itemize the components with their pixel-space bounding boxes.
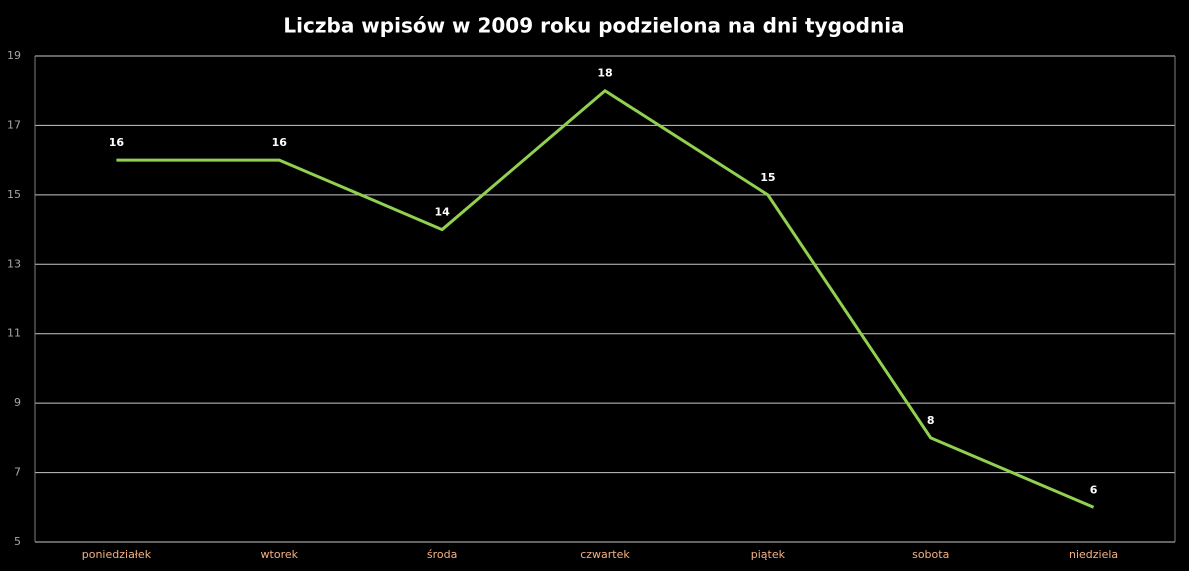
- y-tick-label: 7: [14, 466, 21, 479]
- chart-title: Liczba wpisów w 2009 roku podzielona na …: [283, 14, 904, 38]
- data-line: [116, 89, 1095, 509]
- x-tick-label: piątek: [751, 548, 786, 561]
- y-tick-label: 11: [7, 327, 21, 340]
- y-tick-label: 17: [7, 118, 21, 131]
- data-label: 6: [1090, 483, 1098, 496]
- data-label: 16: [272, 136, 288, 149]
- x-tick-label: czwartek: [580, 548, 630, 561]
- y-tick-label: 5: [14, 535, 21, 548]
- data-label: 15: [760, 171, 775, 184]
- data-label: 18: [597, 67, 612, 80]
- x-tick-label: wtorek: [261, 548, 299, 561]
- y-tick-label: 9: [14, 396, 21, 409]
- x-tick-label: sobota: [912, 548, 949, 561]
- y-tick-label: 13: [7, 257, 21, 270]
- y-tick-label: 19: [7, 49, 21, 62]
- x-tick-label: poniedziałek: [82, 548, 152, 561]
- data-label: 16: [109, 136, 125, 149]
- x-tick-label: niedziela: [1069, 548, 1118, 561]
- y-tick-label: 15: [7, 188, 21, 201]
- data-label: 14: [434, 206, 450, 219]
- x-tick-label: środa: [427, 548, 457, 561]
- data-label: 8: [927, 414, 935, 427]
